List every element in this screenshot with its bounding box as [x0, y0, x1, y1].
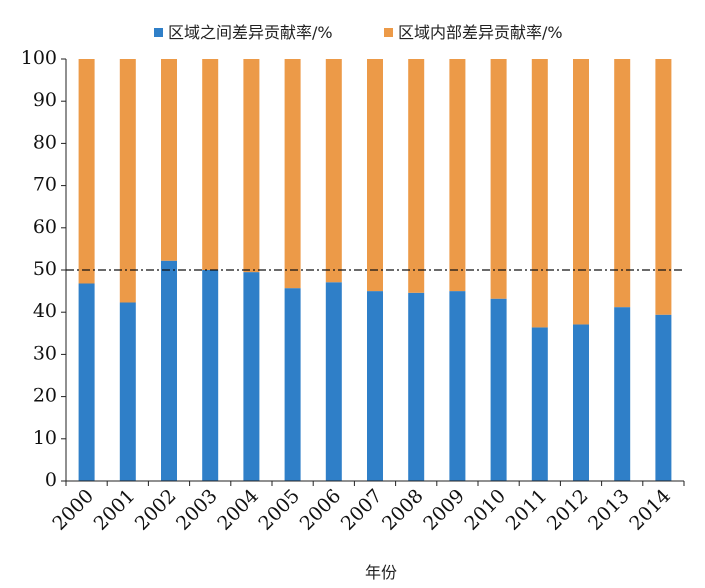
- bar-within-2000: [78, 59, 95, 284]
- bar-between-2005: [284, 288, 301, 481]
- y-tick-label-10: 10: [33, 427, 57, 449]
- bar-within-2001: [119, 59, 136, 303]
- bar-within-2008: [408, 59, 425, 293]
- y-tick-labels: 0 10 20 30 40 50 60 70 80 90 100: [21, 47, 57, 491]
- legend: 区域之间差异贡献率/% 区域内部差异贡献率/%: [154, 23, 563, 42]
- bar-between-2003: [202, 270, 219, 481]
- x-tick-label-2009: 2009: [419, 485, 469, 535]
- bar-within-2007: [367, 59, 383, 292]
- legend-swatch-within: [384, 28, 393, 37]
- x-tick-label-2000: 2000: [48, 485, 98, 535]
- bar-within-2012: [573, 59, 589, 325]
- bar-within-2004: [243, 59, 260, 273]
- bar-between-2014: [655, 314, 672, 481]
- bar-between-2004: [243, 272, 260, 481]
- x-tick-label-2003: 2003: [172, 485, 222, 535]
- y-tick-label-100: 100: [21, 47, 57, 69]
- bar-between-2012: [573, 324, 589, 481]
- y-tick-label-40: 40: [33, 300, 57, 322]
- y-tick-label-0: 0: [45, 469, 57, 491]
- bar-between-2008: [408, 292, 425, 481]
- x-tick-label-2001: 2001: [90, 485, 140, 535]
- y-tick-label-60: 60: [33, 216, 57, 238]
- x-tick-label-2005: 2005: [254, 485, 304, 535]
- bar-between-2001: [119, 302, 136, 481]
- x-tick-label-2008: 2008: [378, 485, 428, 535]
- y-tick-label-90: 90: [33, 89, 57, 111]
- legend-swatch-between: [154, 28, 163, 37]
- bar-between-2009: [449, 291, 466, 481]
- bar-within-2013: [614, 59, 631, 308]
- bar-within-2009: [449, 59, 466, 292]
- y-tick-label-20: 20: [33, 385, 57, 407]
- bar-between-2007: [367, 291, 383, 481]
- bar-within-2010: [490, 59, 507, 299]
- bar-between-2011: [531, 327, 548, 481]
- bar-between-2006: [325, 282, 342, 481]
- x-tick-label-2014: 2014: [625, 485, 675, 535]
- x-tick-label-2011: 2011: [502, 485, 552, 535]
- bar-within-2014: [655, 59, 672, 315]
- x-tick-label-2010: 2010: [460, 485, 510, 535]
- y-tick-label-70: 70: [33, 174, 57, 196]
- bar-between-2010: [490, 298, 507, 481]
- x-tick-label-2002: 2002: [131, 485, 181, 535]
- bar-within-2011: [531, 59, 548, 328]
- bar-between-2000: [78, 283, 95, 481]
- x-axis-label: 年份: [365, 563, 397, 582]
- x-tick-label-2012: 2012: [543, 485, 593, 535]
- bar-within-2002: [161, 59, 177, 261]
- x-tick-labels: 2000200120022003200420052006200720082009…: [48, 485, 675, 535]
- bar-between-2002: [161, 260, 177, 481]
- x-tick-label-2007: 2007: [337, 485, 387, 535]
- x-tick-label-2006: 2006: [296, 485, 346, 535]
- bars-group: [78, 59, 672, 481]
- x-tick-label-2004: 2004: [213, 485, 263, 535]
- bar-within-2005: [284, 59, 301, 289]
- y-tick-label-80: 80: [33, 131, 57, 153]
- bar-between-2013: [614, 307, 631, 481]
- y-tick-label-50: 50: [33, 258, 57, 280]
- legend-label-between: 区域之间差异贡献率/%: [168, 23, 333, 42]
- y-tick-label-30: 30: [33, 342, 57, 364]
- bar-within-2006: [325, 59, 342, 283]
- x-tick-label-2013: 2013: [584, 485, 634, 535]
- bar-within-2003: [202, 59, 219, 270]
- legend-label-within: 区域内部差异贡献率/%: [398, 23, 563, 42]
